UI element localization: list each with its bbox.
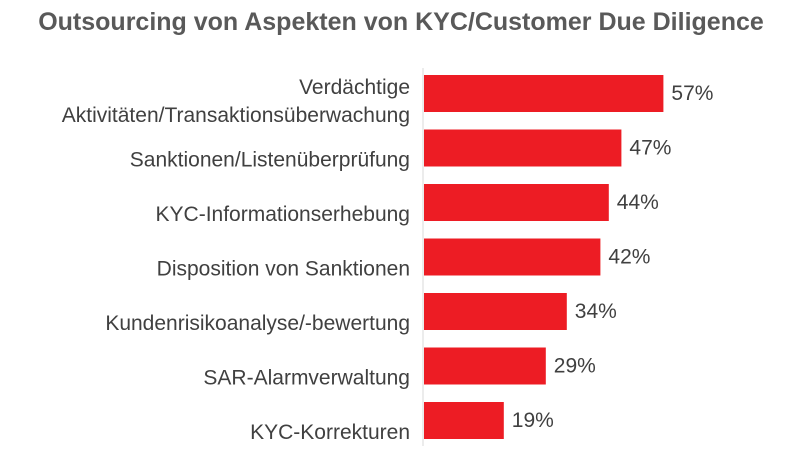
bar-7 bbox=[424, 402, 504, 439]
category-label-5: Kundenrisikoanalyse/-bewertung bbox=[105, 312, 410, 335]
bar-2 bbox=[424, 129, 622, 167]
category-label-1: Verdächtige Aktivitäten/Transaktionsüberw… bbox=[62, 76, 410, 127]
category-label-3: KYC-Informationserhebung bbox=[156, 203, 410, 226]
bar-6 bbox=[424, 347, 546, 385]
category-label-4: Disposition von Sanktionen bbox=[157, 258, 410, 281]
value-label-3: 44% bbox=[617, 191, 659, 214]
value-label-1: 57% bbox=[671, 82, 713, 105]
category-label-6: SAR-Alarmverwaltung bbox=[203, 367, 410, 390]
value-label-5: 34% bbox=[575, 300, 617, 323]
value-label-7: 19% bbox=[512, 409, 554, 432]
bars-group: 57% Verdächtige Aktivitäten/Transaktionsüb… bbox=[62, 75, 713, 444]
bar-5 bbox=[424, 293, 567, 330]
chart-title: Outsourcing von Aspekten von KYC/Custome… bbox=[38, 8, 764, 36]
value-label-6: 29% bbox=[554, 355, 596, 378]
value-label-2: 47% bbox=[629, 137, 671, 160]
value-label-4: 42% bbox=[608, 246, 650, 269]
bar-3 bbox=[424, 184, 609, 221]
bar-1 bbox=[424, 75, 664, 112]
category-label-2: Sanktionen/Listenüberprüfung bbox=[130, 149, 410, 172]
bar-4 bbox=[424, 238, 601, 276]
category-label-7: KYC-Korrekturen bbox=[250, 421, 410, 444]
